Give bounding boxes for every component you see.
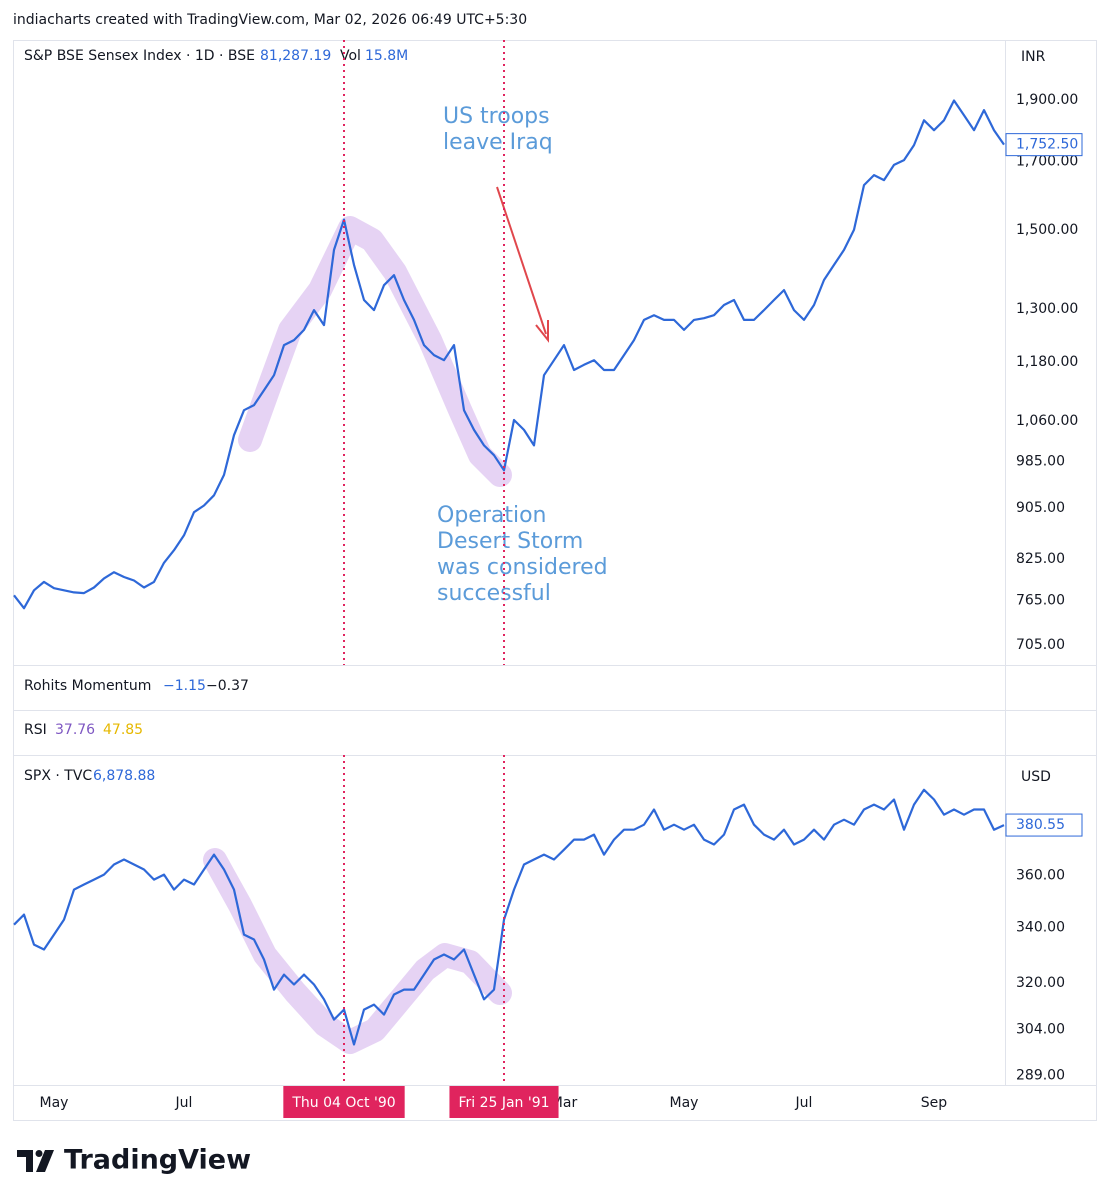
x-marker-label: Fri 25 Jan '91 bbox=[458, 1095, 549, 1111]
annotation: was considered bbox=[437, 555, 608, 580]
last-value-tag bbox=[1005, 813, 1083, 837]
price-line bbox=[13, 99, 1005, 610]
y-tick-label: 1,180.00 bbox=[1016, 354, 1078, 370]
logo bbox=[17, 1150, 54, 1172]
annotation: successful bbox=[437, 581, 551, 606]
x-marker-label: Thu 04 Oct '90 bbox=[291, 1095, 395, 1111]
legend-volume: 15.8M bbox=[365, 48, 408, 64]
last-value-label: 380.55 bbox=[1016, 817, 1065, 833]
annotation: US troops bbox=[443, 104, 550, 129]
y-tick-label: 1,700.00 bbox=[1016, 153, 1078, 169]
legend-value: 6,878.88 bbox=[93, 768, 155, 784]
legend-title: S&P BSE Sensex Index · 1D · BSE bbox=[24, 48, 255, 64]
y-tick-label: 304.00 bbox=[1016, 1021, 1065, 1037]
x-tick-label: Jul bbox=[175, 1095, 193, 1111]
x-marker-box bbox=[449, 1086, 559, 1118]
indicator-reading: 37.76 bbox=[55, 722, 95, 738]
last-value-label: 1,752.50 bbox=[1016, 137, 1078, 153]
last-value-tag bbox=[1005, 133, 1083, 157]
y-tick-label: 1,500.00 bbox=[1016, 222, 1078, 238]
header: indiacharts created with TradingView.com… bbox=[13, 12, 527, 28]
y-tick-label: 1,300.00 bbox=[1016, 301, 1078, 317]
y-tick-label: 360.00 bbox=[1016, 868, 1065, 884]
x-tick-label: May bbox=[40, 1095, 69, 1111]
y-tick-label: 289.00 bbox=[1016, 1068, 1065, 1084]
y-tick-label: 1,060.00 bbox=[1016, 413, 1078, 429]
price-line bbox=[13, 788, 1005, 1046]
y-tick-label: 1,900.00 bbox=[1016, 92, 1078, 108]
legend-value: 81,287.19 bbox=[260, 48, 331, 64]
arrow bbox=[496, 186, 547, 335]
legend-volume-label: Vol bbox=[340, 48, 361, 64]
brand: TradingView bbox=[64, 1145, 251, 1176]
annotation: Operation bbox=[437, 503, 546, 528]
x-tick-label: Jul bbox=[795, 1095, 813, 1111]
legend-title: SPX · TVC bbox=[24, 768, 92, 784]
arrow-head bbox=[535, 320, 549, 343]
indicator-reading: −1.15 bbox=[163, 678, 206, 694]
x-tick-label: Sep bbox=[921, 1095, 948, 1111]
y-tick-label: 905.00 bbox=[1016, 500, 1065, 516]
y-tick-label: 340.00 bbox=[1016, 920, 1065, 936]
indicator-name: Rohits Momentum bbox=[24, 678, 151, 694]
logo-mark bbox=[35, 1150, 43, 1157]
indicator-reading: −0.37 bbox=[206, 678, 249, 694]
y-tick-label: 765.00 bbox=[1016, 592, 1065, 608]
currency: INR bbox=[1021, 49, 1046, 65]
frame bbox=[13, 40, 1097, 1121]
indicator-name: RSI bbox=[24, 722, 47, 738]
annotation: Desert Storm bbox=[437, 529, 583, 554]
y-tick-label: 705.00 bbox=[1016, 637, 1065, 653]
indicator-reading: 47.85 bbox=[103, 722, 143, 738]
y-tick-label: 320.00 bbox=[1016, 975, 1065, 991]
currency: USD bbox=[1021, 769, 1051, 785]
annotation: leave Iraq bbox=[443, 130, 553, 155]
x-tick-label: May bbox=[670, 1095, 699, 1111]
x-marker-box bbox=[283, 1086, 405, 1118]
y-tick-label: 825.00 bbox=[1016, 551, 1065, 567]
logo-mark bbox=[36, 1150, 54, 1172]
y-tick-label: 985.00 bbox=[1016, 453, 1065, 469]
logo-mark bbox=[17, 1150, 33, 1172]
